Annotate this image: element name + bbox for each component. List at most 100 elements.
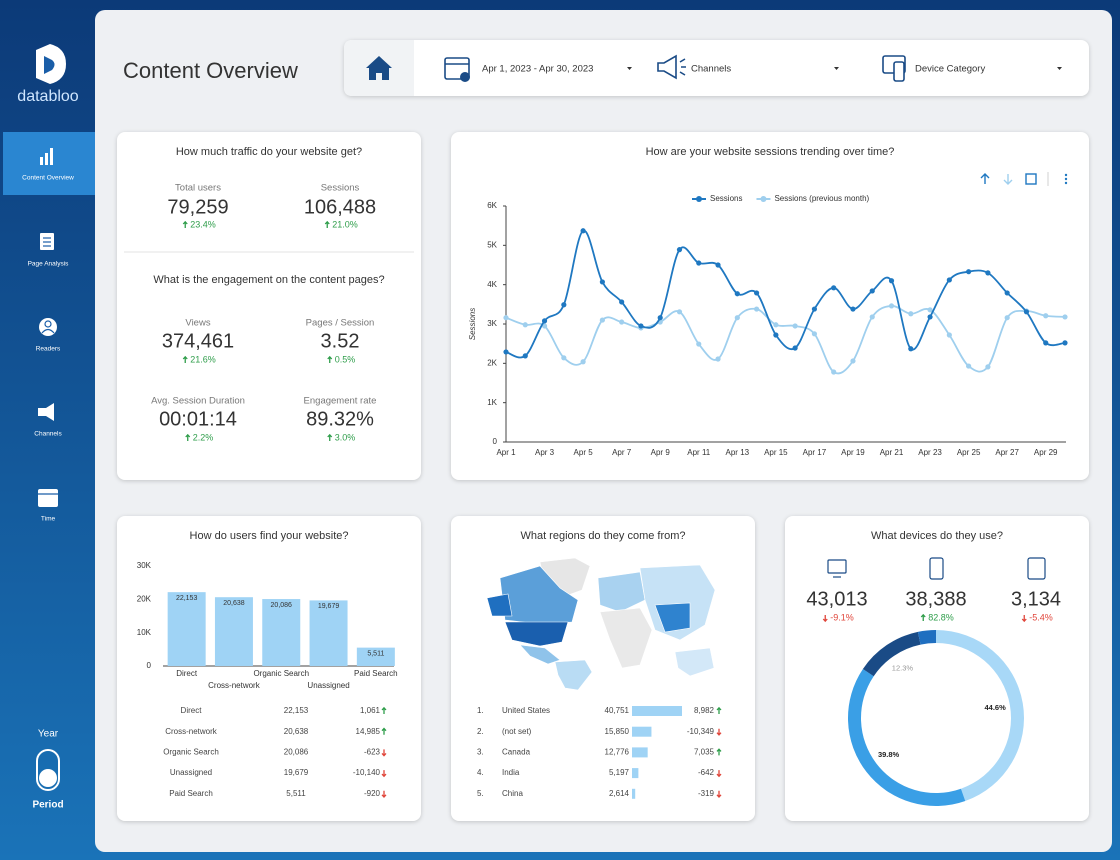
brand: databloo [17, 88, 78, 105]
data-point [522, 322, 528, 328]
region-sessions: 2,614 [609, 789, 630, 798]
region-bar [632, 747, 648, 758]
device-icon [1027, 557, 1046, 580]
trend-arrow [716, 748, 722, 756]
filter-bar [344, 40, 1089, 96]
table-change: 14,985 [356, 727, 381, 736]
bar [356, 647, 395, 666]
trend-arrow [920, 613, 926, 621]
nav-item[interactable]: Content Overview [22, 175, 74, 182]
y-tick-label: 0 [147, 661, 152, 670]
data-point [1043, 313, 1049, 319]
legend-label: Sessions [710, 194, 742, 203]
data-point [1023, 309, 1030, 315]
data-point [985, 364, 991, 370]
logo-inner [44, 56, 55, 74]
nav-item[interactable]: Readers [36, 346, 61, 353]
device-value: 43,013 [806, 588, 867, 610]
table-sessions: 20,086 [284, 748, 309, 757]
donut-segment [848, 668, 966, 806]
bar [262, 599, 301, 666]
rank: 1. [477, 706, 484, 715]
data-point [792, 345, 798, 351]
data-point [541, 323, 548, 329]
donut-segment [862, 631, 921, 677]
table-change: -623 [364, 748, 381, 757]
kpi-label: Engagement rate [304, 396, 377, 407]
y-tick-label: 10K [137, 628, 152, 637]
data-point [946, 277, 952, 283]
kpi-value: 374,461 [162, 330, 234, 352]
trend-arrow [716, 790, 722, 798]
table-sessions: 20,638 [284, 727, 309, 736]
data-point [715, 262, 721, 268]
table-sessions: 22,153 [284, 706, 309, 715]
data-point [753, 290, 760, 296]
y-tick-label: 4K [487, 280, 497, 289]
chart-toolbar[interactable] [980, 172, 1049, 186]
table-channel: Direct [181, 706, 203, 715]
kpi-change: -9.1% [830, 612, 854, 622]
x-tick-label: Cross-network [208, 681, 261, 690]
data-point [869, 288, 875, 294]
region-change: -10,349 [687, 727, 715, 736]
x-tick-label: Unassigned [307, 681, 349, 690]
x-tick-label: Apr 3 [535, 448, 555, 457]
filter[interactable]: Device Category [915, 64, 985, 75]
trend-arrow [1021, 615, 1027, 623]
bar-value-label: 5,511 [367, 650, 384, 657]
rank: 3. [477, 748, 484, 757]
trend-arrow [182, 355, 188, 363]
table-change: -10,140 [353, 768, 381, 777]
x-tick-label: Apr 13 [726, 448, 750, 457]
x-tick-label: Direct [176, 669, 198, 678]
page-title: Content Overview [123, 58, 298, 83]
region-name: United States [502, 706, 550, 715]
filter[interactable]: Channels [691, 64, 731, 75]
table-channel: Organic Search [163, 748, 219, 757]
y-tick-label: 6K [487, 201, 497, 210]
region-bar [632, 768, 639, 779]
data-point [696, 260, 702, 266]
data-point [773, 322, 779, 328]
data-point [734, 291, 740, 297]
region-change: 7,035 [694, 748, 715, 757]
nav-item[interactable]: Time [41, 516, 56, 523]
filter[interactable]: Apr 1, 2023 - Apr 30, 2023 [482, 64, 593, 75]
x-tick-label: Apr 23 [918, 448, 942, 457]
data-point [1062, 314, 1068, 320]
bar [309, 600, 348, 666]
card-title: What is the engagement on the content pa… [153, 274, 384, 286]
y-axis-label: Sessions [468, 308, 477, 340]
legend-dot [760, 196, 767, 202]
data-point [503, 315, 509, 321]
trend-arrow [716, 728, 722, 736]
x-tick-label: Apr 15 [764, 448, 788, 457]
kpi-change: 82.8% [928, 612, 954, 622]
donut-segment [917, 630, 936, 645]
data-point [1043, 340, 1049, 346]
data-point [811, 331, 818, 337]
kpi-value: 106,488 [304, 196, 376, 218]
table-channel: Paid Search [169, 789, 213, 798]
region-bar [632, 788, 636, 799]
device-value: 38,388 [905, 588, 966, 610]
x-tick-label: Apr 29 [1034, 448, 1058, 457]
region-bar [632, 706, 682, 716]
kpi-label: Avg. Session Duration [151, 396, 245, 407]
data-point [888, 278, 895, 284]
table-sessions: 19,679 [284, 768, 309, 777]
menu-dots[interactable] [1064, 173, 1068, 185]
donut-label: 39.8% [878, 750, 900, 759]
data-point [869, 314, 875, 320]
trend-card [451, 132, 1089, 480]
data-point [638, 323, 644, 329]
toggle[interactable] [36, 749, 60, 791]
x-tick-label: Apr 21 [880, 448, 904, 457]
nav-item[interactable]: Page Analysis [28, 261, 70, 268]
data-point [580, 359, 586, 365]
trend-arrow [182, 220, 188, 228]
data-point [985, 270, 991, 276]
nav-item[interactable]: Channels [34, 431, 62, 438]
data-point [561, 355, 567, 361]
